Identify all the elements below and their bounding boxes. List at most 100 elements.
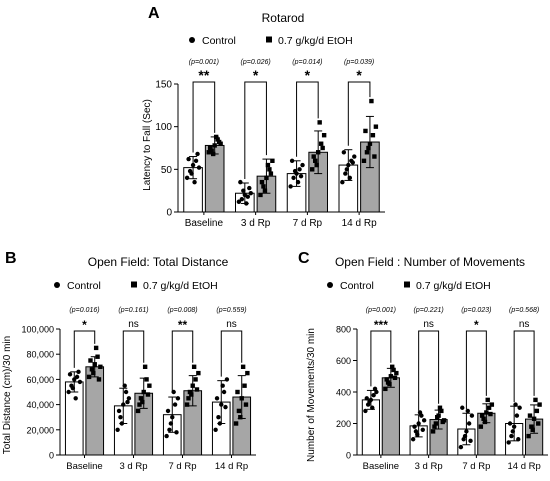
data-point-control [126, 396, 132, 401]
data-point-control [364, 396, 369, 401]
data-point-etoh [186, 396, 191, 401]
panel-letter: A [148, 5, 160, 22]
significance-bracket [347, 81, 371, 146]
data-point-etoh [439, 408, 444, 414]
significance-label: ** [178, 318, 188, 332]
data-point-etoh [140, 399, 145, 405]
data-point-etoh [310, 167, 315, 172]
data-point-control [224, 377, 230, 382]
panel-c: C Open Field : Number of Movements Control… [298, 250, 548, 472]
data-point-control [288, 184, 293, 189]
significance-label: ns [128, 319, 139, 330]
legend-label-control: Control [67, 280, 101, 292]
x-tick-label: 3 d Rp [415, 461, 443, 472]
p-value-label: (p=0.559) [216, 307, 246, 314]
significance-label: ns [519, 319, 530, 330]
x-tick-label: 14 d Rp [342, 218, 377, 229]
data-point-control [77, 379, 83, 385]
data-point-etoh [240, 364, 246, 369]
data-point-control [298, 173, 304, 179]
data-point-etoh [391, 367, 396, 373]
data-point-etoh [243, 402, 249, 407]
data-point-etoh [259, 179, 265, 185]
data-point-etoh [437, 405, 443, 410]
y-tick-label: 150 [155, 80, 172, 91]
data-point-etoh [215, 137, 220, 142]
y-tick-label: 40,000 [26, 400, 54, 410]
significance-bracket [370, 330, 392, 387]
data-point-etoh [485, 397, 490, 403]
y-tick-label: 400 [336, 388, 351, 398]
panel-b: B Open Field: Total Distance Control 0.7 g/… [2, 250, 256, 472]
data-point-control [76, 369, 81, 375]
significance-label: ns [423, 319, 434, 330]
y-tick-label: 0 [166, 208, 172, 219]
y-tick-label: 80,000 [26, 350, 54, 360]
data-point-control [118, 415, 123, 420]
x-tick-label: 14 d Rp [507, 461, 540, 472]
significance-bracket [220, 330, 243, 377]
data-point-etoh [270, 158, 275, 163]
data-point-control [469, 413, 475, 418]
data-point-etoh [488, 411, 493, 417]
data-point-etoh [364, 150, 370, 155]
y-tick-label: 20,000 [26, 425, 54, 435]
significance-label: *** [374, 318, 388, 332]
y-axis-label: Latency to Fall (Sec) [142, 99, 153, 191]
data-point-etoh [311, 154, 316, 159]
data-point-etoh [242, 383, 247, 388]
y-tick-label: 100,000 [21, 325, 54, 335]
data-point-control [123, 389, 129, 395]
legend-label-control: Control [202, 35, 236, 47]
data-point-control [186, 156, 191, 162]
legend-marker-etoh [266, 36, 272, 43]
data-point-etoh [235, 389, 240, 395]
data-point-etoh [312, 158, 318, 163]
p-value-label: (p=0.026) [241, 59, 271, 66]
data-point-etoh [142, 364, 148, 369]
data-point-etoh [394, 370, 399, 376]
data-point-etoh [370, 133, 376, 138]
data-point-control [341, 150, 347, 155]
legend-label-etoh: 0.7 g/kg/d EtOH [416, 280, 491, 292]
significance-bracket [418, 330, 440, 411]
data-point-etoh [387, 381, 392, 387]
data-point-control [410, 437, 416, 442]
data-point-control [172, 402, 178, 407]
data-point-control [236, 199, 242, 204]
data-point-control [221, 389, 227, 395]
data-point-etoh [392, 375, 398, 381]
data-point-etoh [245, 370, 250, 376]
data-point-etoh [318, 141, 324, 146]
significance-bracket [296, 81, 319, 157]
data-point-etoh [184, 402, 190, 407]
data-point-control [460, 405, 465, 410]
data-point-etoh [137, 402, 142, 407]
data-point-etoh [481, 416, 486, 421]
data-point-control [350, 160, 355, 165]
data-point-control [291, 175, 296, 181]
data-point-etoh [536, 421, 541, 426]
x-tick-label: 7 d Rp [169, 461, 197, 472]
data-point-etoh [526, 433, 531, 439]
data-point-control [248, 191, 253, 196]
legend-label-etoh: 0.7 g/kg/d EtOH [278, 35, 353, 47]
data-point-control [509, 433, 514, 439]
data-point-control [216, 415, 221, 420]
y-axis-label: Number of Movements/30 min [306, 328, 317, 462]
data-point-control [420, 427, 425, 432]
data-point-etoh [265, 162, 271, 168]
data-point-etoh [363, 128, 368, 134]
data-point-etoh [187, 389, 193, 395]
data-point-control [371, 392, 376, 398]
data-point-etoh [91, 370, 96, 376]
data-point-etoh [144, 377, 149, 382]
data-point-control [175, 396, 181, 401]
data-point-etoh [191, 364, 197, 369]
data-point-etoh [369, 98, 374, 104]
data-point-etoh [486, 405, 492, 410]
data-point-control [247, 185, 252, 191]
data-point-etoh [86, 374, 92, 380]
data-point-control [66, 389, 71, 395]
